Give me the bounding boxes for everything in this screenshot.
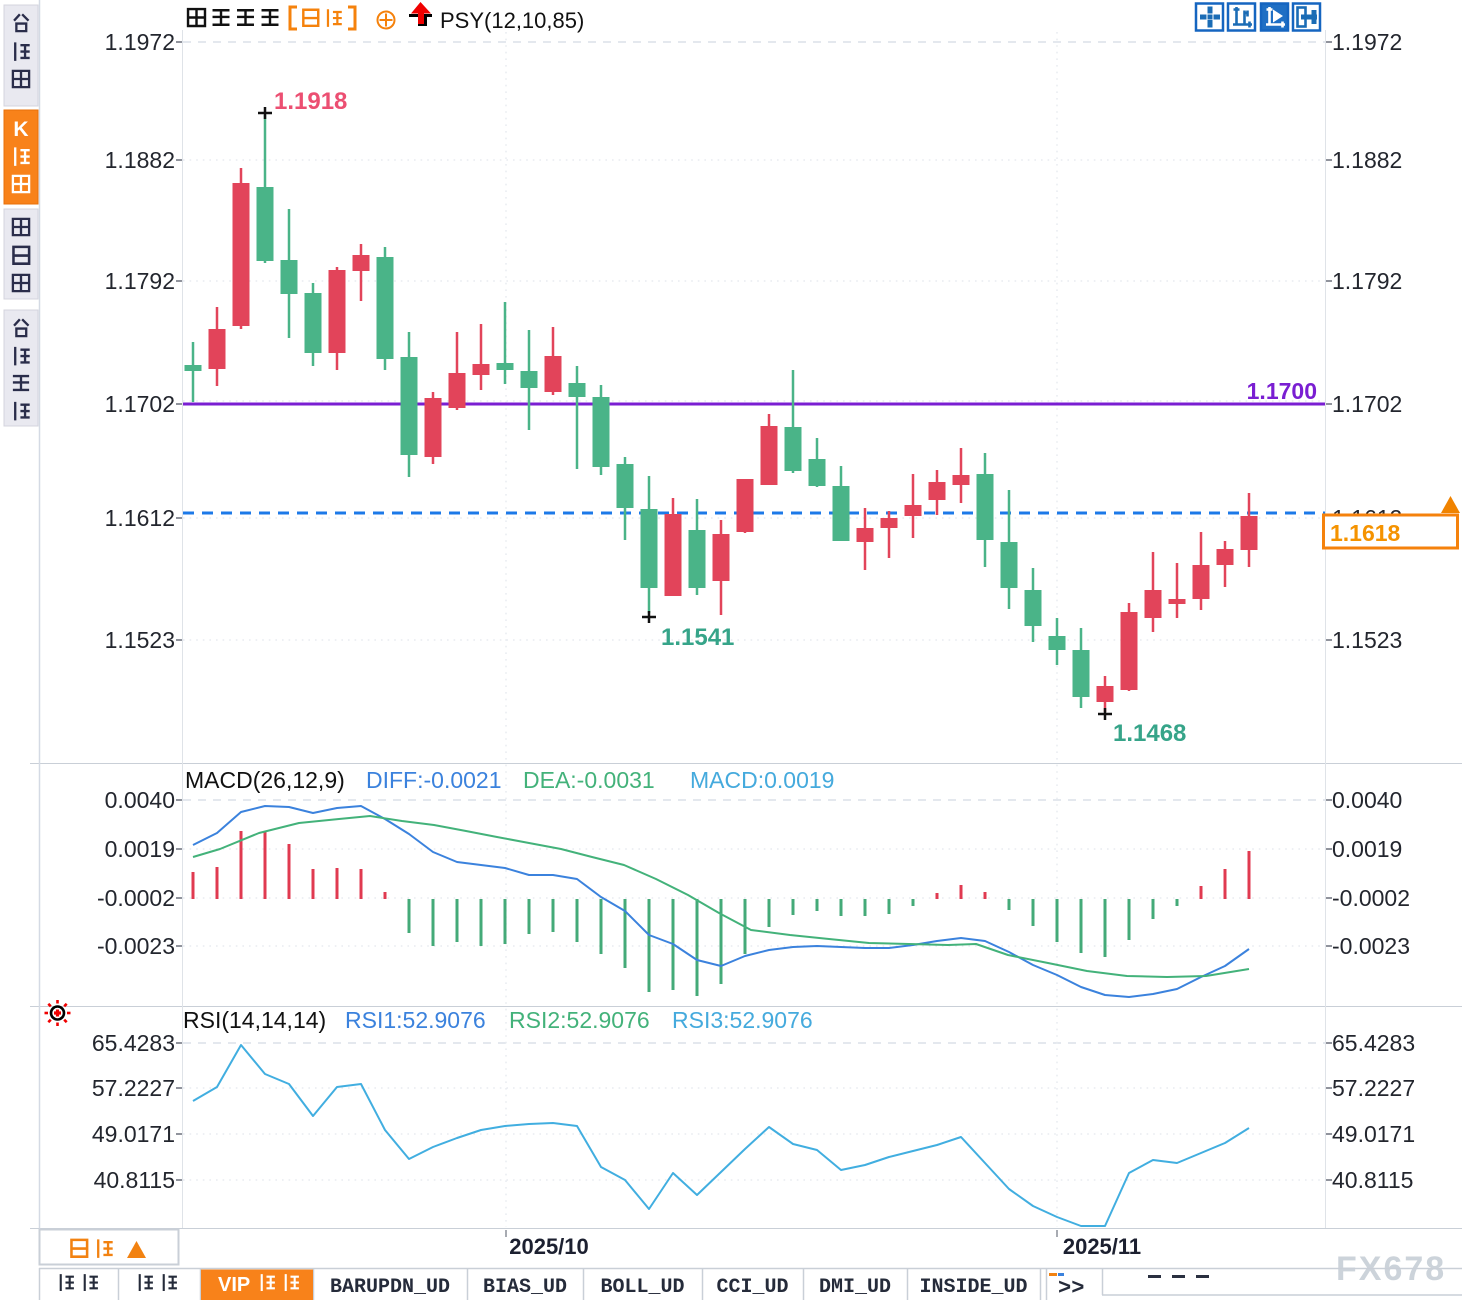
svg-text:0.0040: 0.0040 bbox=[1332, 787, 1402, 813]
svg-text:BOLL_UD: BOLL_UD bbox=[600, 1276, 684, 1299]
svg-text:1.1541: 1.1541 bbox=[661, 624, 734, 651]
svg-text:MACD(26,12,9): MACD(26,12,9) bbox=[185, 767, 345, 793]
svg-text:49.0171: 49.0171 bbox=[92, 1121, 175, 1147]
svg-text:1.1882: 1.1882 bbox=[1332, 147, 1402, 173]
svg-text:BIAS_UD: BIAS_UD bbox=[483, 1276, 567, 1299]
svg-text:-0.0002: -0.0002 bbox=[1332, 885, 1410, 911]
svg-text:DEA:-0.0031: DEA:-0.0031 bbox=[523, 767, 655, 793]
svg-text:-0.0023: -0.0023 bbox=[97, 933, 175, 959]
svg-text:RSI3:52.9076: RSI3:52.9076 bbox=[672, 1007, 813, 1033]
svg-text:MACD:0.0019: MACD:0.0019 bbox=[690, 767, 834, 793]
svg-text:DIFF:-0.0021: DIFF:-0.0021 bbox=[366, 767, 502, 793]
svg-text:1.1972: 1.1972 bbox=[105, 29, 175, 55]
svg-text:1.1523: 1.1523 bbox=[1332, 627, 1402, 653]
svg-text:40.8115: 40.8115 bbox=[1332, 1167, 1413, 1193]
svg-text:-0.0002: -0.0002 bbox=[97, 885, 175, 911]
svg-text:1.1792: 1.1792 bbox=[105, 268, 175, 294]
svg-text:>>: >> bbox=[1058, 1276, 1084, 1300]
svg-text:BARUPDN_UD: BARUPDN_UD bbox=[330, 1276, 450, 1299]
svg-text:1.1792: 1.1792 bbox=[1332, 268, 1402, 294]
svg-text:K: K bbox=[13, 118, 28, 141]
svg-text:1.1700: 1.1700 bbox=[1247, 378, 1317, 404]
svg-text:40.8115: 40.8115 bbox=[94, 1167, 175, 1193]
svg-text:CCI_UD: CCI_UD bbox=[716, 1276, 788, 1299]
svg-text:-0.0023: -0.0023 bbox=[1332, 933, 1410, 959]
svg-text:2025/11: 2025/11 bbox=[1063, 1234, 1141, 1259]
svg-text:57.2227: 57.2227 bbox=[92, 1075, 175, 1101]
svg-text:57.2227: 57.2227 bbox=[1332, 1075, 1415, 1101]
svg-text:RSI1:52.9076: RSI1:52.9076 bbox=[345, 1007, 486, 1033]
svg-text:65.4283: 65.4283 bbox=[92, 1030, 175, 1056]
svg-text:1.1523: 1.1523 bbox=[105, 627, 175, 653]
svg-text:1.1618: 1.1618 bbox=[1330, 520, 1401, 546]
svg-text:65.4283: 65.4283 bbox=[1332, 1030, 1415, 1056]
svg-text:0.0019: 0.0019 bbox=[105, 836, 175, 862]
svg-text:1.1918: 1.1918 bbox=[274, 88, 347, 115]
svg-text:1.1702: 1.1702 bbox=[1332, 391, 1402, 417]
svg-text:2025/10: 2025/10 bbox=[509, 1234, 589, 1259]
svg-text:RSI(14,14,14): RSI(14,14,14) bbox=[183, 1007, 326, 1033]
svg-text:0.0040: 0.0040 bbox=[105, 787, 175, 813]
svg-text:1.1612: 1.1612 bbox=[105, 505, 175, 531]
svg-text:0.0019: 0.0019 bbox=[1332, 836, 1402, 862]
svg-text:1.1972: 1.1972 bbox=[1332, 29, 1402, 55]
svg-text:INSIDE_UD: INSIDE_UD bbox=[919, 1276, 1027, 1299]
svg-text:1.1702: 1.1702 bbox=[105, 391, 175, 417]
svg-text:49.0171: 49.0171 bbox=[1332, 1121, 1415, 1147]
svg-text:DMI_UD: DMI_UD bbox=[819, 1276, 891, 1299]
svg-text:VIP: VIP bbox=[218, 1274, 250, 1296]
svg-text:PSY(12,10,85): PSY(12,10,85) bbox=[440, 8, 584, 33]
svg-text:1.1882: 1.1882 bbox=[105, 147, 175, 173]
svg-text:RSI2:52.9076: RSI2:52.9076 bbox=[509, 1007, 650, 1033]
svg-text:1.1468: 1.1468 bbox=[1113, 720, 1186, 747]
